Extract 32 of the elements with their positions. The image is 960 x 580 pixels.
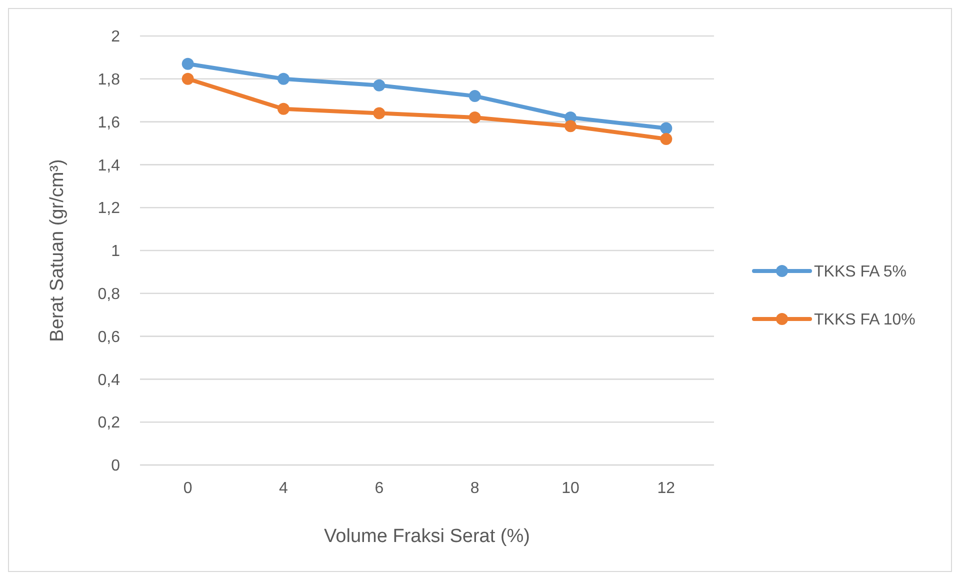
point bbox=[373, 107, 386, 120]
x-tick-label: 8 bbox=[470, 480, 480, 497]
point bbox=[182, 72, 194, 85]
legend-label: TKKS FA 5% bbox=[814, 264, 906, 281]
y-tick-label: 0 bbox=[111, 458, 120, 475]
y-tick-label: 0,8 bbox=[98, 286, 120, 303]
point bbox=[564, 120, 576, 132]
x-tick-label: 10 bbox=[562, 480, 580, 497]
point bbox=[660, 132, 672, 145]
point bbox=[182, 58, 194, 70]
x-axis-title: Volume Fraksi Serat (%) bbox=[324, 526, 530, 547]
y-tick-label: 1,6 bbox=[98, 114, 120, 132]
legend-label: TKKS FA 10% bbox=[814, 312, 916, 329]
y-tick-label: 0,2 bbox=[98, 414, 120, 432]
x-tick-label: 4 bbox=[279, 480, 288, 497]
point bbox=[278, 72, 290, 85]
point bbox=[660, 122, 672, 134]
y-tick-label: 1,8 bbox=[98, 72, 120, 88]
point bbox=[278, 102, 290, 115]
x-tick-label: 12 bbox=[657, 480, 676, 497]
y-tick-label: 1,2 bbox=[98, 200, 120, 218]
x-tick-label: 0 bbox=[183, 480, 192, 497]
y-tick-label: 2 bbox=[111, 28, 120, 46]
point bbox=[468, 90, 481, 102]
point bbox=[373, 79, 386, 92]
point bbox=[468, 112, 481, 124]
y-tick-label: 1,4 bbox=[98, 157, 120, 174]
y-tick-label: 0,6 bbox=[98, 328, 120, 346]
y-tick-label: 0,4 bbox=[98, 372, 120, 389]
x-tick-label: 6 bbox=[374, 480, 384, 497]
y-axis-title: Berat Satuan (gr/cm³) bbox=[47, 159, 68, 342]
y-tick-label: 1 bbox=[111, 243, 120, 260]
